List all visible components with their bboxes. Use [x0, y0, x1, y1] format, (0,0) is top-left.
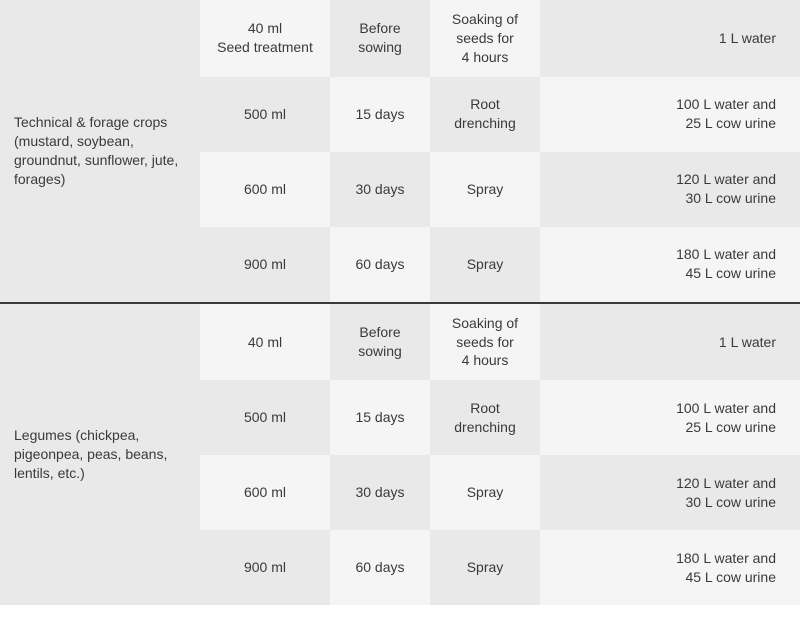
table-row: 40 ml Seed treatmentBefore sowingSoaking… [200, 0, 800, 77]
diluent-cell: 180 L water and 45 L cow urine [540, 530, 800, 605]
crop-group-label: Technical & forage crops (mustard, soybe… [0, 0, 200, 302]
group-rows: 40 mlBefore sowingSoaking of seeds for 4… [200, 304, 800, 606]
diluent-cell: 120 L water and 30 L cow urine [540, 455, 800, 530]
crop-group-label: Legumes (chickpea, pigeonpea, peas, bean… [0, 304, 200, 606]
amount-cell: 500 ml [200, 380, 330, 455]
amount-cell: 600 ml [200, 455, 330, 530]
diluent-cell: 1 L water [540, 304, 800, 381]
amount-cell: 900 ml [200, 530, 330, 605]
method-cell: Spray [430, 227, 540, 302]
table-row: 600 ml30 daysSpray120 L water and 30 L c… [200, 455, 800, 530]
method-cell: Spray [430, 455, 540, 530]
timing-cell: 15 days [330, 77, 430, 152]
method-cell: Spray [430, 530, 540, 605]
amount-cell: 40 ml [200, 304, 330, 381]
table-row: 900 ml60 daysSpray180 L water and 45 L c… [200, 530, 800, 605]
timing-cell: 30 days [330, 152, 430, 227]
crop-group: Legumes (chickpea, pigeonpea, peas, bean… [0, 304, 800, 606]
amount-cell: 40 ml Seed treatment [200, 0, 330, 77]
timing-cell: 15 days [330, 380, 430, 455]
method-cell: Root drenching [430, 380, 540, 455]
application-table: Technical & forage crops (mustard, soybe… [0, 0, 800, 605]
method-cell: Spray [430, 152, 540, 227]
method-cell: Soaking of seeds for 4 hours [430, 304, 540, 381]
diluent-cell: 120 L water and 30 L cow urine [540, 152, 800, 227]
table-row: 600 ml30 daysSpray120 L water and 30 L c… [200, 152, 800, 227]
timing-cell: Before sowing [330, 0, 430, 77]
crop-group: Technical & forage crops (mustard, soybe… [0, 0, 800, 302]
diluent-cell: 180 L water and 45 L cow urine [540, 227, 800, 302]
timing-cell: 60 days [330, 227, 430, 302]
table-row: 500 ml15 daysRoot drenching100 L water a… [200, 380, 800, 455]
timing-cell: Before sowing [330, 304, 430, 381]
timing-cell: 60 days [330, 530, 430, 605]
amount-cell: 500 ml [200, 77, 330, 152]
timing-cell: 30 days [330, 455, 430, 530]
amount-cell: 900 ml [200, 227, 330, 302]
diluent-cell: 1 L water [540, 0, 800, 77]
method-cell: Soaking of seeds for 4 hours [430, 0, 540, 77]
method-cell: Root drenching [430, 77, 540, 152]
table-row: 900 ml60 daysSpray180 L water and 45 L c… [200, 227, 800, 302]
diluent-cell: 100 L water and 25 L cow urine [540, 77, 800, 152]
diluent-cell: 100 L water and 25 L cow urine [540, 380, 800, 455]
amount-cell: 600 ml [200, 152, 330, 227]
table-row: 500 ml15 daysRoot drenching100 L water a… [200, 77, 800, 152]
table-row: 40 mlBefore sowingSoaking of seeds for 4… [200, 304, 800, 381]
group-rows: 40 ml Seed treatmentBefore sowingSoaking… [200, 0, 800, 302]
